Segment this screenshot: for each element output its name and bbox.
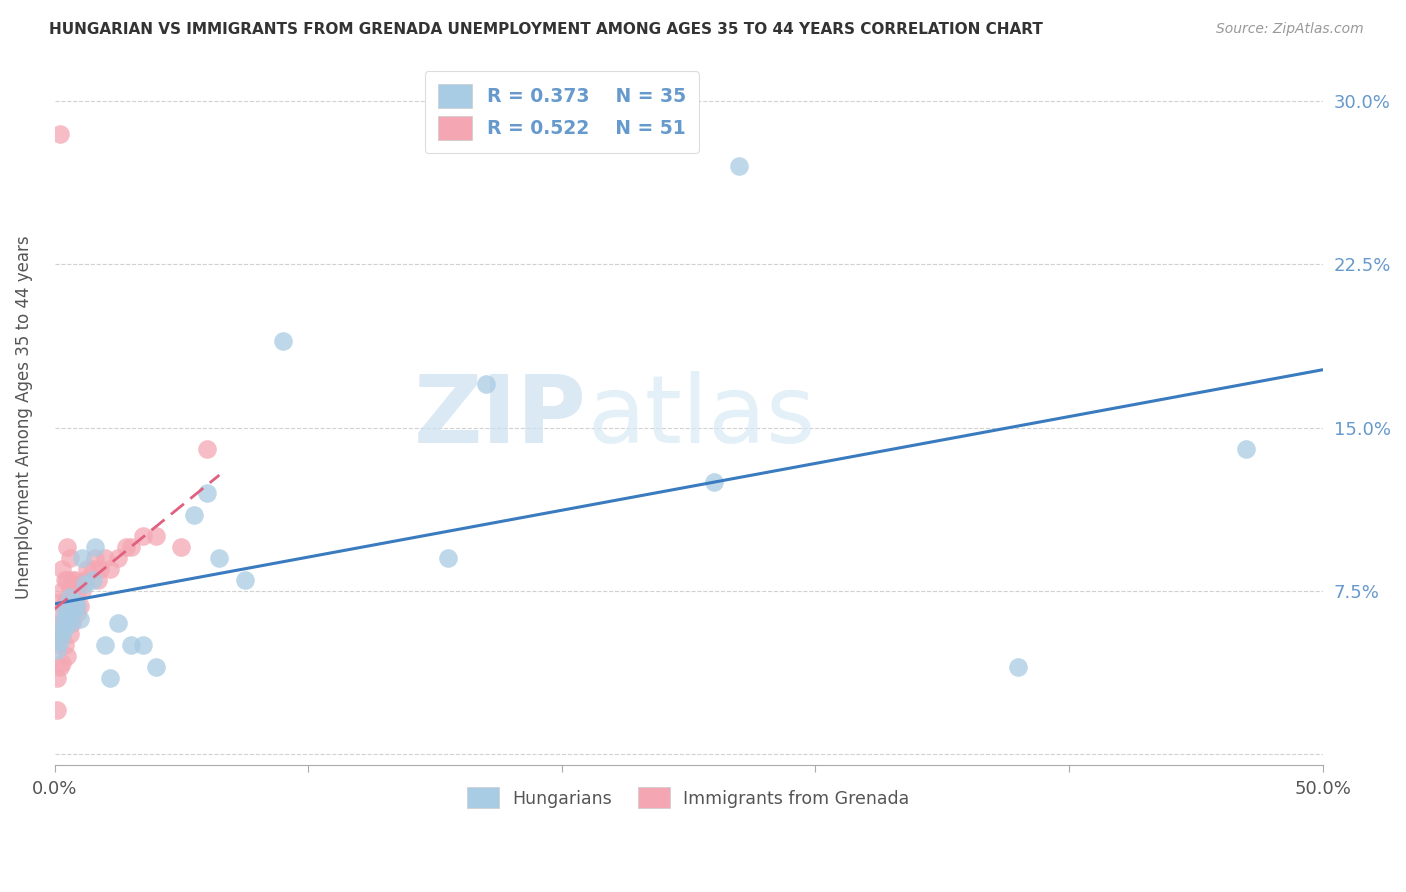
Point (208, 551, 231, 566)
Point (1007, 660, 1029, 674)
Point (56, 595, 79, 609)
Legend: Hungarians, Immigrants from Grenada: Hungarians, Immigrants from Grenada (460, 780, 917, 815)
Point (51, 627, 73, 641)
Point (195, 442, 218, 457)
Point (703, 475, 725, 489)
Point (69, 577, 91, 591)
Point (82, 573, 104, 587)
Point (72, 551, 94, 566)
Point (51, 606, 73, 620)
Point (48, 616, 70, 631)
Point (59, 616, 82, 631)
Point (46, 642, 69, 657)
Point (56, 610, 79, 624)
Point (60, 573, 83, 587)
Point (145, 529, 167, 543)
Point (98, 671, 121, 685)
Point (474, 377, 496, 392)
Point (46, 638, 69, 652)
Point (56, 541, 79, 555)
Point (48, 633, 70, 648)
Point (728, 160, 751, 174)
Point (82, 562, 104, 576)
Point (107, 551, 129, 566)
Point (94, 638, 117, 652)
Point (89, 562, 111, 576)
Point (69, 612, 91, 626)
Point (51, 656, 73, 670)
Point (48, 627, 70, 641)
Text: atlas: atlas (588, 371, 815, 463)
Point (48, 660, 70, 674)
Point (145, 660, 167, 674)
Point (120, 638, 142, 652)
Point (56, 648, 79, 663)
Point (53, 606, 76, 620)
Point (195, 486, 218, 500)
Point (53, 621, 76, 635)
Point (59, 591, 82, 605)
Point (59, 551, 82, 566)
Point (48, 595, 70, 609)
Point (183, 508, 205, 522)
Point (63, 573, 86, 587)
Text: Source: ZipAtlas.com: Source: ZipAtlas.com (1216, 22, 1364, 37)
Point (86, 573, 108, 587)
Point (60, 616, 83, 631)
Point (132, 638, 155, 652)
Point (53, 638, 76, 652)
Point (59, 583, 82, 598)
Point (170, 541, 193, 555)
Point (69, 599, 91, 613)
Point (60, 595, 83, 609)
Point (63, 595, 86, 609)
Point (59, 606, 82, 620)
Point (66, 583, 89, 598)
Point (53, 595, 76, 609)
Text: HUNGARIAN VS IMMIGRANTS FROM GRENADA UNEMPLOYMENT AMONG AGES 35 TO 44 YEARS CORR: HUNGARIAN VS IMMIGRANTS FROM GRENADA UNE… (49, 22, 1043, 37)
Point (132, 529, 155, 543)
Point (46, 703, 69, 717)
Point (84, 541, 107, 555)
Point (120, 541, 142, 555)
Point (73, 573, 96, 587)
Point (233, 573, 256, 587)
Point (46, 671, 69, 685)
Point (114, 541, 136, 555)
Point (53, 616, 76, 631)
Point (60, 606, 83, 620)
Point (53, 573, 76, 587)
Point (107, 616, 129, 631)
Point (51, 616, 73, 631)
Y-axis label: Unemployment Among Ages 35 to 44 years: Unemployment Among Ages 35 to 44 years (15, 235, 32, 599)
Point (51, 562, 73, 576)
Point (1236, 442, 1258, 457)
Point (84, 551, 107, 566)
Point (73, 577, 96, 591)
Point (76, 562, 98, 576)
Point (63, 595, 86, 609)
Point (51, 583, 73, 598)
Point (72, 583, 94, 598)
Point (59, 627, 82, 641)
Point (56, 573, 79, 587)
Point (56, 599, 79, 613)
Point (66, 606, 89, 620)
Point (56, 616, 79, 631)
Point (98, 562, 121, 576)
Point (66, 599, 89, 613)
Point (271, 334, 294, 348)
Point (436, 551, 458, 566)
Point (48, 127, 70, 141)
Text: ZIP: ZIP (415, 371, 588, 463)
Point (51, 627, 73, 641)
Point (94, 551, 117, 566)
